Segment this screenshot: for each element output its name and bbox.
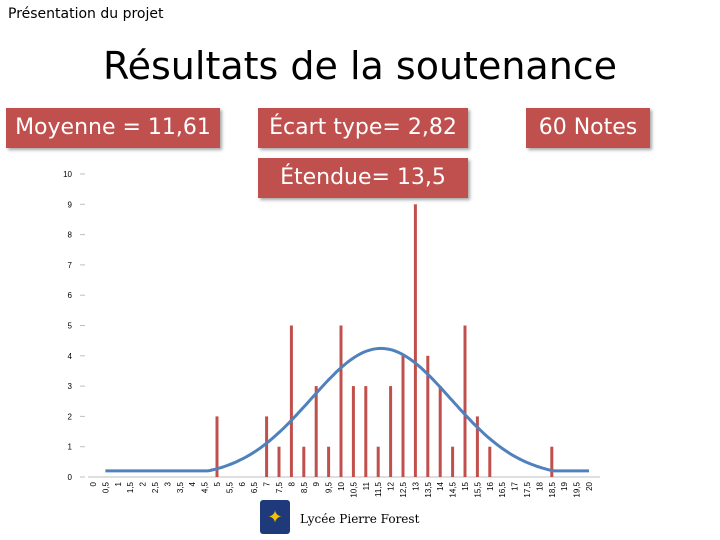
x-tick-label: 7 <box>263 481 272 486</box>
bar <box>314 386 318 477</box>
x-tick-label: 10,5 <box>349 481 358 497</box>
x-tick-label: 4 <box>188 481 197 486</box>
x-tick-label: 4,5 <box>201 481 210 493</box>
y-tick-label: 6 <box>68 291 73 300</box>
bar <box>327 446 331 477</box>
x-tick-label: 12 <box>387 481 396 490</box>
x-tick-label: 8,5 <box>300 481 309 493</box>
bar <box>215 416 219 477</box>
y-tick-label: 4 <box>68 352 73 361</box>
x-tick-label: 2 <box>139 481 148 486</box>
section-title: Présentation du projet <box>8 6 164 22</box>
y-tick-label: 1 <box>68 443 73 452</box>
x-tick-label: 5,5 <box>225 481 234 493</box>
mean-badge: Moyenne = 11,61 <box>6 108 220 148</box>
normal-curve-line <box>105 346 589 473</box>
x-tick-label: 14 <box>436 481 445 490</box>
x-tick-label: 18 <box>535 481 544 490</box>
x-tick-label: 6 <box>238 481 247 486</box>
x-tick-label: 0 <box>89 481 98 486</box>
count-badge: 60 Notes <box>526 108 650 148</box>
x-tick-label: 16,5 <box>498 481 507 497</box>
x-tick-label: 3,5 <box>176 481 185 493</box>
y-tick-label: 10 <box>63 170 72 179</box>
x-tick-label: 15 <box>461 481 470 490</box>
bar <box>401 355 405 477</box>
bar <box>438 386 442 477</box>
x-tick-label: 3 <box>163 481 172 486</box>
x-tick-label: 1 <box>114 481 123 486</box>
x-tick-label: 16 <box>486 481 495 490</box>
x-tick-label: 13 <box>411 481 420 490</box>
x-tick-label: 6,5 <box>250 481 259 493</box>
bar <box>339 325 343 477</box>
x-tick-label: 17 <box>511 481 520 490</box>
x-tick-label: 9 <box>312 481 321 486</box>
y-tick-label: 5 <box>68 322 73 331</box>
bar <box>413 204 417 478</box>
x-tick-label: 2,5 <box>151 481 160 493</box>
school-logo-icon: ✦ <box>260 500 290 534</box>
x-tick-label: 15,5 <box>473 481 482 497</box>
bar <box>451 446 455 477</box>
bar <box>302 446 306 477</box>
x-tick-label: 14,5 <box>449 481 458 497</box>
x-tick-label: 19,5 <box>573 481 582 497</box>
page-title: Résultats de la soutenance <box>102 44 618 88</box>
x-tick-label: 19 <box>560 481 569 490</box>
bar <box>488 446 492 477</box>
y-tick-label: 7 <box>68 261 73 270</box>
x-tick-label: 11 <box>362 481 371 490</box>
range-badge: Étendue= 13,5 <box>258 158 468 198</box>
x-tick-label: 20 <box>585 481 594 490</box>
x-tick-label: 8 <box>287 481 296 486</box>
x-tick-label: 18,5 <box>548 481 557 497</box>
bar <box>550 446 554 477</box>
x-tick-label: 9,5 <box>325 481 334 493</box>
x-tick-label: 1,5 <box>126 481 135 493</box>
bar <box>364 386 368 477</box>
y-tick-label: 3 <box>68 382 73 391</box>
bar <box>265 416 269 477</box>
x-tick-label: 10 <box>337 481 346 490</box>
bar <box>351 386 355 477</box>
y-tick-label: 8 <box>68 231 73 240</box>
x-tick-label: 17,5 <box>523 481 532 497</box>
x-tick-label: 0,5 <box>101 481 110 493</box>
school-name: Lycée Pierre Forest <box>300 512 420 526</box>
bar <box>289 325 293 477</box>
bar <box>426 355 430 477</box>
std-dev-badge: Écart type= 2,82 <box>258 108 468 148</box>
y-tick-label: 9 <box>68 200 73 209</box>
bar <box>463 325 467 477</box>
bar <box>376 446 380 477</box>
bar <box>277 446 281 477</box>
bar <box>389 386 393 477</box>
y-tick-label: 2 <box>68 412 73 421</box>
x-tick-label: 7,5 <box>275 481 284 493</box>
x-tick-label: 11,5 <box>374 481 383 497</box>
y-tick-label: 0 <box>68 473 73 482</box>
x-tick-label: 5 <box>213 481 222 486</box>
x-tick-label: 12,5 <box>399 481 408 497</box>
bar <box>475 416 479 477</box>
x-tick-label: 13,5 <box>424 481 433 497</box>
